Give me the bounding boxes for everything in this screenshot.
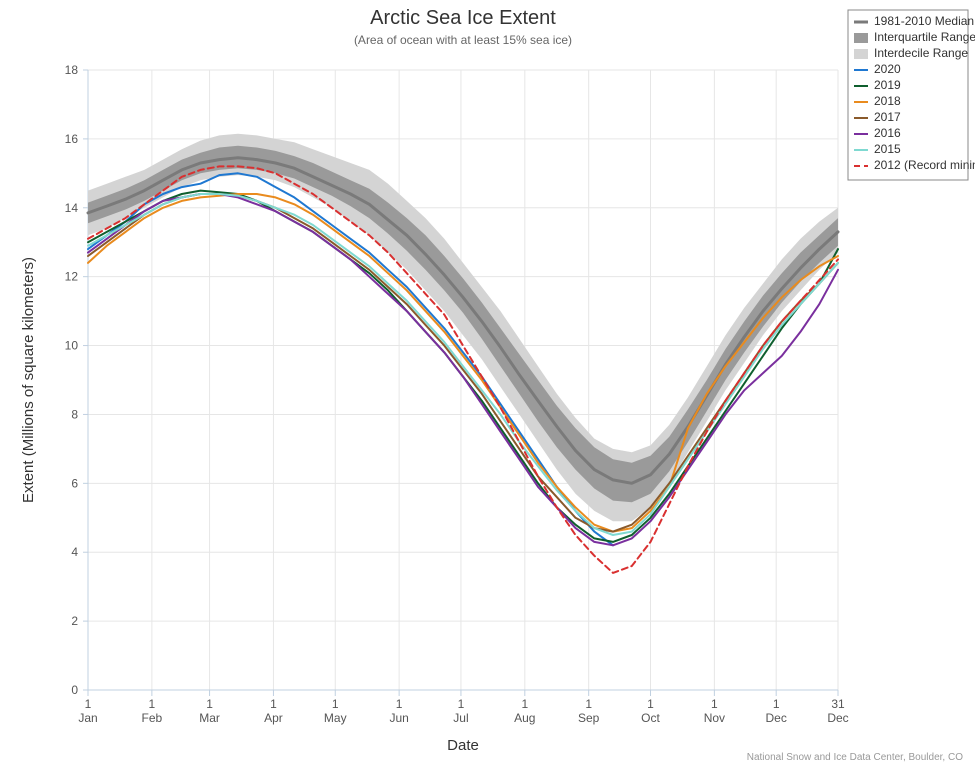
legend-label: 1981-2010 Median: [874, 14, 974, 28]
legend-label: Interquartile Range: [874, 30, 975, 44]
y-tick-label: 0: [71, 683, 78, 697]
chart-svg: Arctic Sea Ice Extent (Area of ocean with…: [0, 0, 975, 768]
y-tick-label: 14: [65, 201, 79, 215]
y-tick-label: 6: [71, 476, 78, 490]
legend-label: 2012 (Record minimum): [874, 158, 975, 172]
legend-label: 2016: [874, 126, 901, 140]
y-tick-label: 8: [71, 407, 78, 421]
y-tick-label: 10: [65, 339, 79, 353]
legend-swatch: [854, 49, 868, 59]
credit-text: National Snow and Ice Data Center, Bould…: [747, 752, 963, 763]
x-axis-label: Date: [447, 737, 479, 754]
legend-label: 2020: [874, 62, 901, 76]
chart-subtitle: (Area of ocean with at least 15% sea ice…: [354, 33, 572, 47]
legend-label: 2018: [874, 94, 901, 108]
y-tick-label: 2: [71, 614, 78, 628]
legend-label: 2015: [874, 142, 901, 156]
chart-title: Arctic Sea Ice Extent: [370, 7, 556, 29]
legend-swatch: [854, 33, 868, 43]
legend-label: Interdecile Range: [874, 46, 968, 60]
y-tick-label: 12: [65, 270, 79, 284]
y-tick-label: 16: [65, 132, 79, 146]
y-tick-label: 4: [71, 545, 78, 559]
legend: 1981-2010 Median Interquartile Range Inter…: [848, 10, 975, 180]
y-tick-label: 18: [65, 63, 79, 77]
legend-label: 2017: [874, 110, 901, 124]
y-axis-label: Extent (Millions of square kilometers): [20, 257, 37, 503]
legend-label: 2019: [874, 78, 901, 92]
